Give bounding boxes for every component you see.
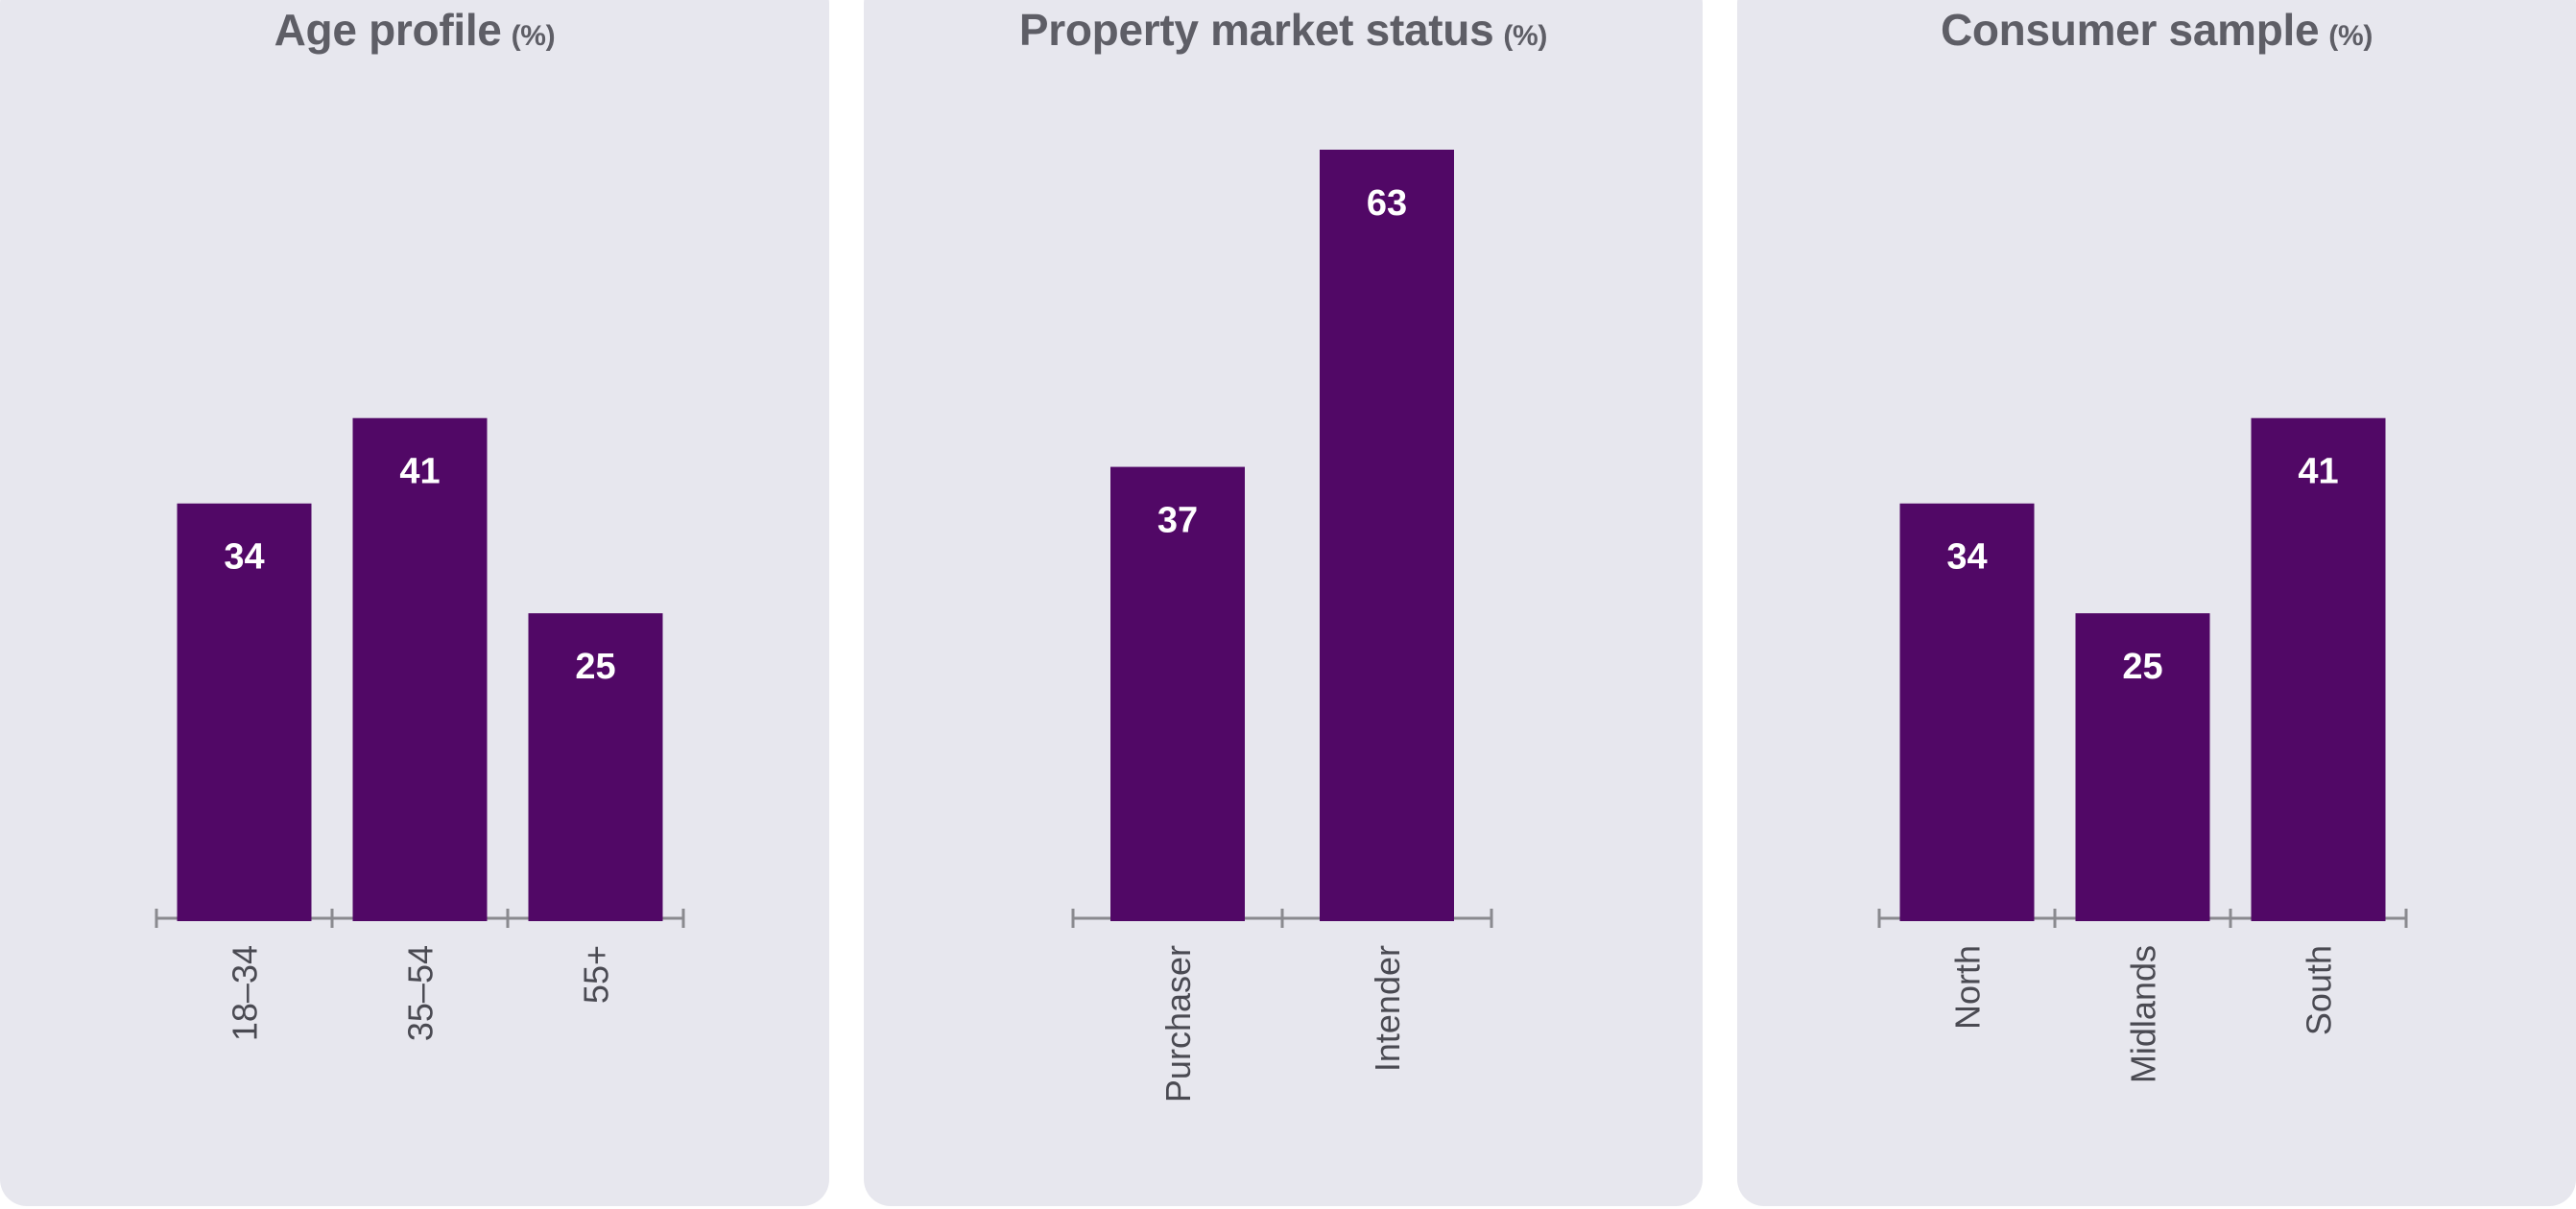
chart-title: Property market status (%): [1018, 5, 1548, 55]
chart-title: Consumer sample (%): [1940, 5, 2373, 55]
data-label: 34: [1946, 537, 1987, 578]
bar: [528, 613, 663, 921]
bar: [1899, 503, 2035, 921]
bar: [2251, 417, 2386, 921]
x-tick-label: 55+: [577, 945, 616, 1004]
x-tick-label: Intender: [1368, 945, 1407, 1072]
bar: [2075, 613, 2210, 921]
bar-chart-consumer-sample: 34 North 25 Midlands 41 South: [1877, 417, 2408, 1083]
x-tick-label: 35–54: [401, 945, 441, 1041]
data-label: 41: [2298, 452, 2338, 492]
bar-chart-property-market-status: 37 Purchaser 63 Intender: [1071, 150, 1493, 1102]
x-tick-label: Midlands: [2124, 945, 2163, 1083]
data-label: 34: [224, 537, 264, 578]
data-label: 25: [2122, 647, 2162, 687]
chart-unit: (%): [2328, 20, 2373, 52]
bar: [352, 417, 488, 921]
chart-title: Age profile (%): [274, 5, 556, 55]
data-label: 63: [1367, 183, 1407, 224]
x-tick-label: South: [2300, 945, 2339, 1035]
bar: [1110, 466, 1245, 921]
bar: [177, 503, 312, 921]
chart-panel-property-market-status: Property market status (%) 37 Purchaser 63 I…: [864, 0, 1703, 1206]
chart-unit: (%): [511, 20, 556, 52]
x-tick-label: Purchaser: [1158, 945, 1198, 1102]
bar-chart-age-profile: 34 18–34 41 35–54 25 55+: [155, 417, 685, 1041]
data-label: 37: [1157, 501, 1198, 541]
data-label: 25: [575, 647, 615, 687]
data-label: 41: [399, 452, 440, 492]
bar: [1320, 150, 1454, 921]
x-tick-label: 18–34: [226, 945, 265, 1041]
chart-unit: (%): [1503, 20, 1548, 52]
chart-panel-age-profile: Age profile (%) 34 18–34 41 35–54 25 55+: [0, 0, 829, 1206]
chart-panel-consumer-sample: Consumer sample (%) 34 North 25 Midlands 41 So…: [1737, 0, 2576, 1206]
x-tick-label: North: [1948, 945, 1988, 1030]
